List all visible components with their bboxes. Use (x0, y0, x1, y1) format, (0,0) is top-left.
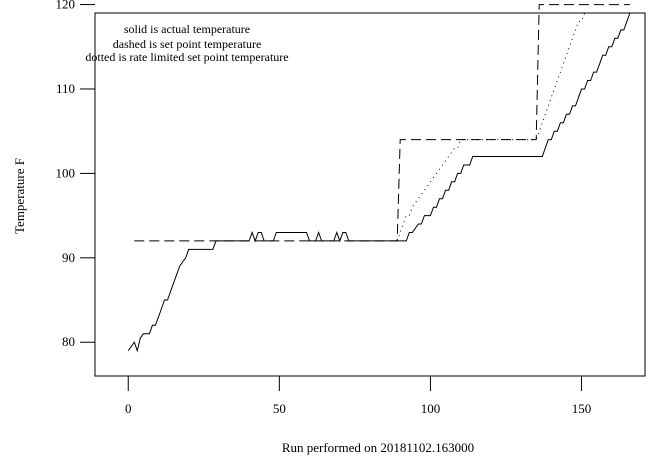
x-axis-label: Run performed on 20181102.163000 (282, 440, 474, 455)
legend-line-rate-limited: dotted is rate limited set point tempera… (85, 50, 288, 64)
x-tick-label: 100 (421, 401, 441, 416)
series-dotted (396, 12, 630, 242)
series-dashed (134, 4, 630, 242)
y-tick-label: 100 (56, 165, 76, 180)
series-solid (127, 12, 631, 353)
legend-line-actual: solid is actual temperature (124, 22, 250, 36)
x-axis-ticks: 0 50 100 150 (125, 376, 591, 416)
legend: solid is actual temperature dashed is se… (85, 22, 288, 64)
plot-frame (94, 12, 646, 377)
series-layer (127, 4, 631, 353)
y-tick-label: 120 (56, 0, 76, 12)
y-tick-label: 90 (62, 250, 75, 265)
y-tick-label: 110 (56, 81, 75, 96)
x-tick-label: 50 (273, 401, 286, 416)
y-tick-label: 80 (62, 334, 75, 349)
x-tick-label: 0 (125, 401, 132, 416)
legend-line-set-point: dashed is set point temperature (113, 37, 262, 51)
y-axis-label: Temperature F (12, 158, 27, 234)
y-axis-ticks: 80 90 100 110 120 (56, 0, 95, 349)
x-tick-label: 150 (572, 401, 592, 416)
